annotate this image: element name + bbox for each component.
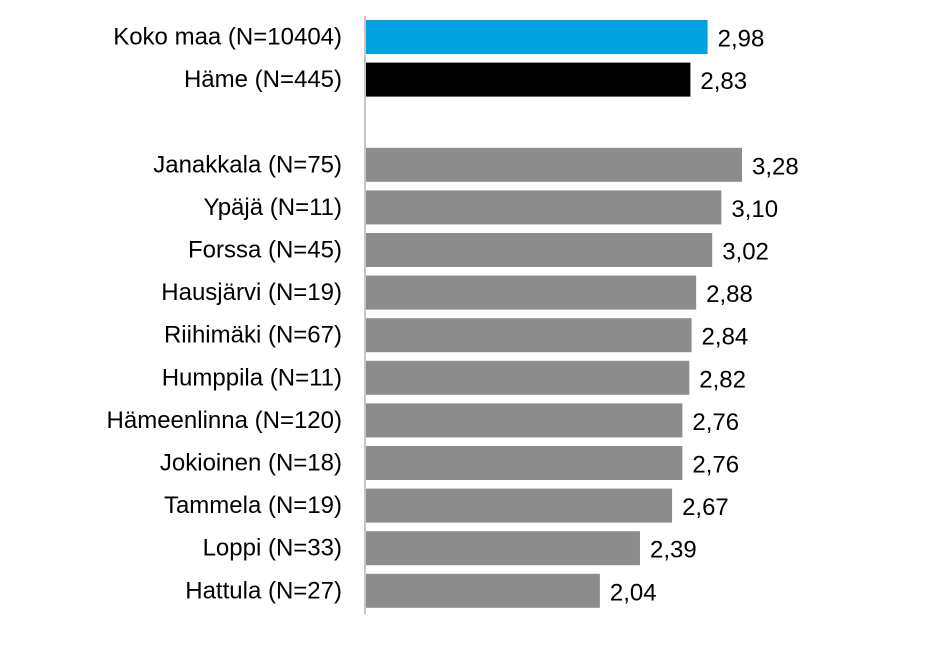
bar-janakkala — [366, 147, 742, 182]
value-label-ypaja: 3,10 — [731, 196, 778, 223]
value-label-loppi: 2,39 — [650, 537, 697, 564]
bar-hameenlinna — [366, 403, 683, 438]
value-label-tammela: 2,67 — [682, 494, 729, 521]
bar-tammela — [366, 488, 673, 523]
value-label-hameenlinna: 2,76 — [692, 409, 739, 436]
value-label-jokioinen: 2,76 — [692, 452, 739, 479]
bar-ypaja — [366, 190, 722, 225]
value-label-janakkala: 3,28 — [752, 153, 799, 180]
category-label-janakkala: Janakkala (N=75) — [153, 151, 342, 178]
category-label-hame: Häme (N=445) — [184, 66, 342, 93]
bar-hame — [366, 62, 691, 97]
bar-hattula — [366, 573, 600, 608]
bar-hausjarvi — [366, 275, 697, 310]
bar-loppi — [366, 531, 640, 566]
category-label-hattula: Hattula (N=27) — [185, 577, 342, 604]
category-label-jokioinen: Jokioinen (N=18) — [160, 450, 342, 477]
value-label-hausjarvi: 2,88 — [706, 281, 753, 308]
bar-riihimaki — [366, 318, 692, 353]
category-label-loppi: Loppi (N=33) — [203, 535, 342, 562]
value-label-humppila: 2,82 — [699, 366, 746, 393]
bar-jokioinen — [366, 446, 683, 480]
category-label-ypaja: Ypäjä (N=11) — [203, 194, 342, 221]
bar-humppila — [366, 360, 690, 395]
category-label-riihimaki: Riihimäki (N=67) — [164, 322, 342, 349]
category-label-tammela: Tammela (N=19) — [164, 492, 342, 519]
value-label-hame: 2,83 — [700, 68, 747, 95]
value-label-hattula: 2,04 — [610, 579, 657, 606]
value-label-koko-maa: 2,98 — [718, 26, 765, 53]
category-label-forssa: Forssa (N=45) — [188, 237, 342, 264]
bar-forssa — [366, 233, 713, 267]
value-label-riihimaki: 2,84 — [702, 324, 749, 351]
category-label-humppila: Humppila (N=11) — [162, 364, 342, 391]
category-label-hausjarvi: Hausjärvi (N=19) — [161, 279, 342, 306]
category-label-koko-maa: Koko maa (N=10404) — [113, 24, 342, 51]
value-label-forssa: 3,02 — [722, 239, 769, 266]
category-label-hameenlinna: Hämeenlinna (N=120) — [107, 407, 342, 434]
bar-koko-maa — [366, 20, 708, 54]
